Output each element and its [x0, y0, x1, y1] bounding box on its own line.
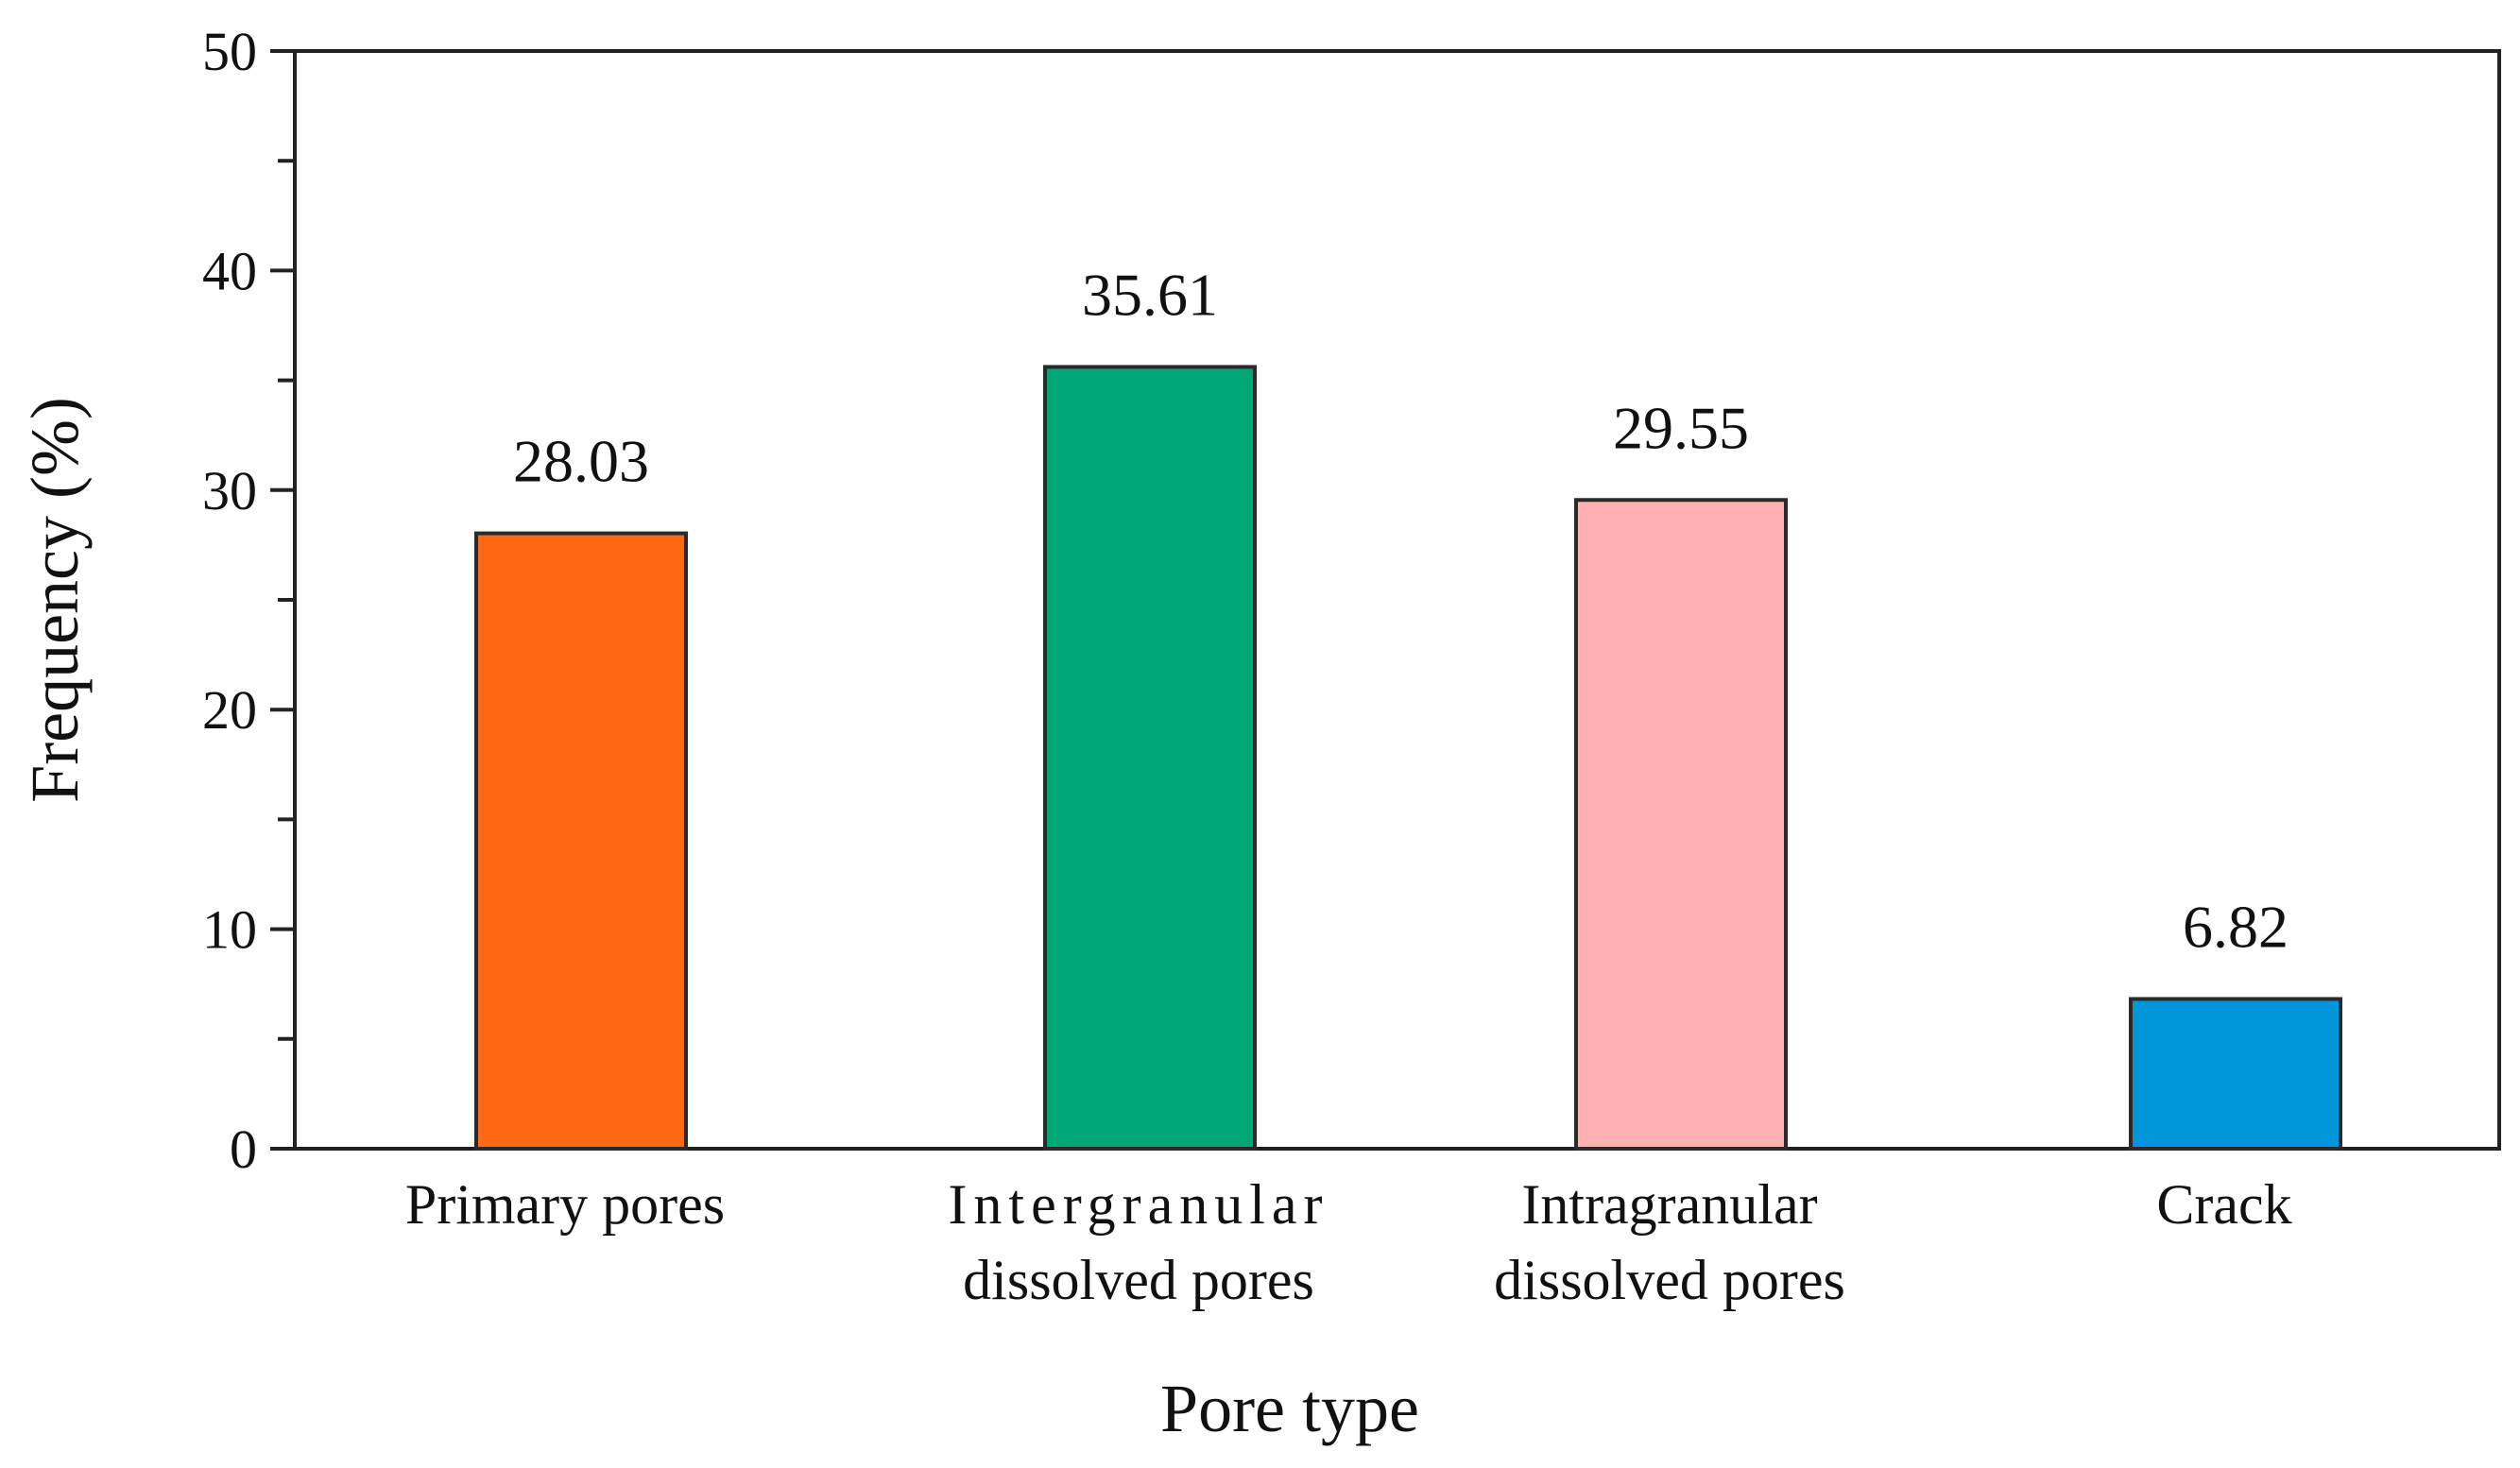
y-tick-label: 30 — [202, 460, 257, 521]
y-tick-label: 50 — [202, 21, 257, 82]
data-label: 29.55 — [1613, 394, 1749, 461]
y-tick-label: 20 — [202, 679, 257, 741]
x-tick-label: Crack — [2156, 1173, 2291, 1236]
data-label: 28.03 — [513, 428, 649, 495]
x-axis-title: Pore type — [1160, 1371, 1419, 1446]
y-tick-label: 0 — [230, 1118, 257, 1180]
bar — [1574, 498, 1788, 1151]
data-labels: 28.03 35.61 29.55 6.82 — [513, 261, 2289, 960]
bar — [2129, 997, 2342, 1151]
bar — [1043, 365, 1257, 1152]
y-tick-label: 10 — [202, 899, 257, 961]
x-axis-tick-labels: Primary pores Intergranular dissolved pore… — [405, 1173, 2292, 1311]
x-tick-label: Intergranular — [948, 1173, 1329, 1236]
bar — [474, 531, 688, 1151]
data-label: 35.61 — [1082, 261, 1218, 328]
data-label: 6.82 — [2183, 894, 2289, 961]
x-tick-label: dissolved pores — [1494, 1249, 1845, 1311]
y-axis-title: Frequency (%) — [17, 397, 93, 803]
y-tick-label: 40 — [202, 240, 257, 301]
x-tick-label: Primary pores — [405, 1173, 725, 1236]
y-axis-ticks — [270, 49, 295, 1151]
x-tick-label: Intragranular — [1521, 1173, 1817, 1236]
bars — [474, 365, 2342, 1152]
y-axis-tick-labels: 0 10 20 30 40 50 — [202, 21, 257, 1180]
x-tick-label: dissolved pores — [963, 1249, 1314, 1311]
